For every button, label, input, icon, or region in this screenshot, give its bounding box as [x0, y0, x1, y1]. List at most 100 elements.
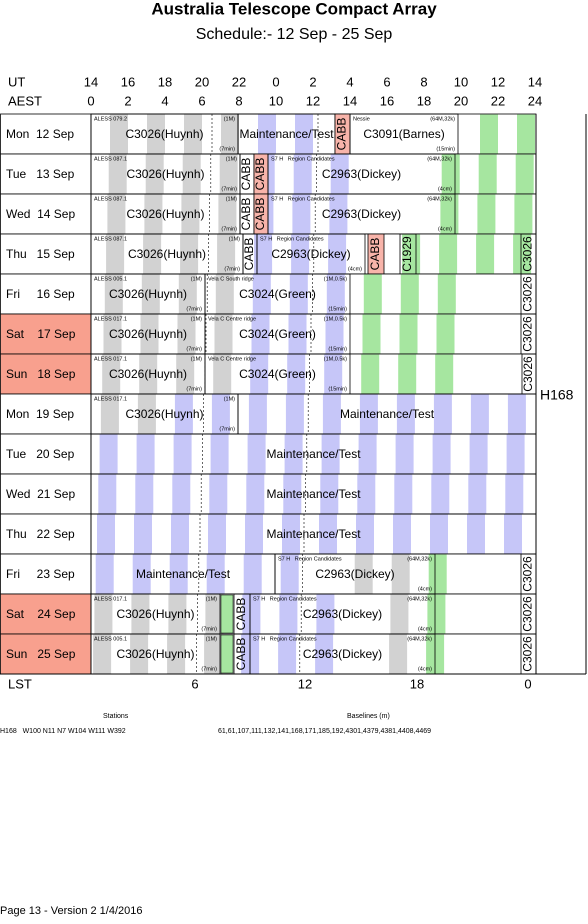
- block-project: C3026: [521, 316, 535, 352]
- lst-stripe: [514, 194, 533, 234]
- block-project: C3091(Barnes): [363, 127, 444, 141]
- block-project: Maintenance/Test: [136, 567, 231, 581]
- block-cycle: (4cm): [438, 186, 452, 192]
- block-source: ALESS 017.1: [94, 396, 127, 402]
- stations: H168 W100 N11 N7 W104 W111 W392: [0, 728, 126, 735]
- lst-stripe: [356, 514, 374, 554]
- aest-hour: 0: [87, 93, 94, 108]
- block-cycle: (15min): [328, 306, 347, 312]
- block-cycle: (4cm): [418, 666, 432, 672]
- block-project: CABB: [239, 198, 253, 231]
- aest-hour: 22: [491, 93, 505, 108]
- title: Australia Telescope Compact Array: [151, 0, 437, 18]
- ut-hour: 14: [528, 74, 542, 89]
- lst-stripe: [168, 594, 187, 634]
- row-bg: [90, 273, 537, 315]
- lst-stripe: [245, 514, 263, 554]
- block-cycle: (7min): [201, 626, 217, 632]
- block-project: CABB: [253, 198, 267, 231]
- lst-stripe: [480, 114, 498, 154]
- block-setup: (64M,32k): [427, 156, 452, 162]
- day-cell: [0, 593, 92, 635]
- block-setup: (1M): [206, 596, 217, 602]
- lst-stripe: [208, 514, 226, 554]
- lst-stripe: [432, 434, 451, 474]
- baselines-heading: Baselines (m): [347, 713, 390, 720]
- lst-stripe: [293, 154, 312, 194]
- lst-stripe: [95, 554, 114, 594]
- block-project: C3026(Huynh): [109, 367, 187, 381]
- block-project: C2963(Dickey): [315, 567, 394, 581]
- row-bg: [90, 633, 537, 675]
- block-project: C3026(Huynh): [116, 607, 194, 621]
- lst-stripe: [358, 434, 377, 474]
- block-setup: (1M,0.5k): [324, 316, 347, 322]
- block-setup: (64M,32k): [407, 596, 432, 602]
- block-source: ALESS 087.1: [94, 236, 127, 242]
- block-cycle: (15min): [436, 146, 455, 152]
- day-label: Tue 13 Sep: [6, 167, 75, 181]
- lst-stripe: [280, 554, 299, 594]
- lst-stripe: [100, 394, 119, 434]
- lst-stripe: [395, 434, 414, 474]
- block-source: ALESS 017.1: [94, 356, 127, 362]
- block-project: C3026(Huynh): [128, 247, 206, 261]
- block-project: C3026(Huynh): [125, 127, 203, 141]
- block-cycle: (15min): [328, 346, 347, 352]
- day-label: Mon 19 Sep: [6, 407, 74, 421]
- lst-stripe: [435, 354, 454, 394]
- lst-stripe: [470, 394, 489, 434]
- lst-stripe: [361, 354, 380, 394]
- lst-stripe: [213, 354, 232, 394]
- lst-stripe: [136, 434, 155, 474]
- block-project: C3026(Huynh): [116, 647, 194, 661]
- block-project: C3026: [521, 556, 535, 592]
- lst-stripe: [325, 314, 344, 354]
- lst-stripe: [169, 554, 188, 594]
- block-source: Nessie: [353, 116, 370, 122]
- block-setup: (1M): [191, 316, 202, 322]
- block-project: CABB: [234, 598, 248, 631]
- lst-stripe: [505, 474, 524, 514]
- lst-stripe: [172, 474, 191, 514]
- block-setup: (1M): [226, 196, 237, 202]
- block-cycle: (7min): [186, 306, 202, 312]
- lst-stripe: [94, 594, 113, 634]
- ut-hour: 14: [84, 74, 98, 89]
- lst-stripe: [507, 394, 526, 434]
- lst-stripe: [279, 594, 298, 634]
- lst-stripe: [427, 594, 446, 634]
- block-project: C1929: [400, 236, 414, 272]
- lst-stripe: [320, 474, 339, 514]
- lst-stripe: [247, 434, 266, 474]
- block-setup: (1M,0.5k): [324, 356, 347, 362]
- lst-stripe: [177, 314, 196, 354]
- lst-stripe: [284, 434, 303, 474]
- row-bg: [90, 593, 537, 635]
- ut-hour: 6: [383, 74, 390, 89]
- day-label: Fri 16 Sep: [6, 287, 75, 301]
- lst-stripe: [329, 194, 348, 234]
- block-cycle: (7min): [186, 346, 202, 352]
- block-project: Maintenance/Test: [340, 407, 435, 421]
- aest-hour: 6: [198, 93, 205, 108]
- block-setup: (1M): [191, 276, 202, 282]
- lst-stripe: [110, 114, 128, 154]
- block-project: C3026(Huynh): [126, 167, 204, 181]
- aest-label: AEST: [8, 93, 42, 108]
- lst-stripe: [99, 434, 118, 474]
- lst-stripe: [215, 274, 234, 314]
- block-project: C3026: [521, 636, 535, 672]
- row-bg: [90, 193, 537, 235]
- ut-hour: 10: [454, 74, 468, 89]
- block-project: C3024(Green): [239, 367, 316, 381]
- lst-stripe: [107, 194, 126, 234]
- block-cycle: (4cm): [418, 586, 432, 592]
- lst-stripe: [295, 114, 313, 154]
- block-setup: (1M,0.5k): [324, 276, 347, 282]
- lst-stripe: [517, 114, 535, 154]
- lst-stripe: [389, 634, 408, 674]
- lst-stripe: [431, 474, 450, 514]
- lst-stripe: [252, 274, 271, 314]
- lst-stripe: [391, 554, 410, 594]
